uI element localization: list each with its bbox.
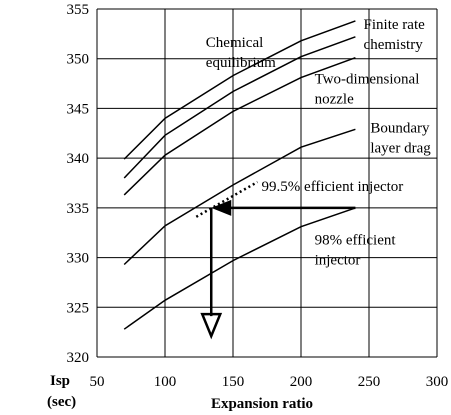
x-tick-label: 200	[290, 374, 313, 390]
y-tick-label: 350	[67, 52, 90, 68]
annotation-line: Two-dimensional	[315, 72, 420, 88]
annotation-3: Two-dimensional nozzle	[315, 72, 420, 108]
tick-labels: 50 100 150 200 250 300 320 325 330 335 340 345 350 35…	[67, 2, 449, 390]
series-line-4	[123, 128, 356, 266]
horizontal-arrow-head	[211, 199, 232, 216]
series-line-5	[123, 207, 356, 330]
vertical-arrow-head	[200, 312, 223, 340]
y-tick-label: 340	[67, 151, 90, 167]
x-tick-label: 50	[90, 374, 105, 390]
annotation-5: 99.5% efficient injector	[262, 179, 404, 195]
dotted-interpolation-line	[195, 180, 259, 218]
annotation-line: Chemical	[206, 35, 263, 51]
annotation-2: Finite rate chemistry	[364, 17, 426, 53]
series-line-1	[123, 20, 356, 160]
annotation-line: 98% efficient	[315, 233, 397, 249]
y-axis-label-line-1: Isp	[50, 373, 70, 389]
x-tick-label: 150	[222, 374, 245, 390]
series-line-3	[123, 56, 356, 196]
y-axis-label-line-2: (sec)	[47, 394, 76, 410]
annotation-line: layer drag	[370, 140, 431, 156]
y-tick-label: 330	[67, 251, 90, 267]
annotation-line: Boundary	[370, 120, 430, 136]
series-lines	[123, 20, 356, 330]
annotations: Chemical equilibrium Finite rate chemistry T…	[206, 17, 431, 269]
annotation-1: Chemical equilibrium	[206, 35, 276, 71]
x-axis-label: Expansion ratio	[211, 396, 313, 412]
arrows	[200, 199, 356, 340]
annotation-line: nozzle	[315, 92, 354, 108]
annotation-line: 99.5% efficient injector	[262, 179, 404, 195]
annotation-6: 98% efficient injector	[315, 233, 397, 269]
y-tick-label: 335	[67, 201, 90, 217]
x-tick-label: 300	[426, 374, 449, 390]
y-tick-label: 320	[67, 350, 90, 366]
annotation-line: equilibrium	[206, 55, 276, 71]
y-tick-label: 325	[67, 300, 90, 316]
annotation-line: injector	[315, 253, 361, 269]
x-tick-label: 250	[358, 374, 381, 390]
annotation-line: chemistry	[364, 37, 424, 53]
annotation-4: Boundary layer drag	[370, 120, 431, 156]
y-tick-label: 355	[67, 2, 90, 18]
annotation-line: Finite rate	[364, 17, 426, 33]
x-tick-label: 100	[154, 374, 177, 390]
y-tick-label: 345	[67, 101, 90, 117]
series-line-2	[123, 36, 356, 179]
axis-labels: Isp (sec) Expansion ratio	[47, 373, 313, 412]
